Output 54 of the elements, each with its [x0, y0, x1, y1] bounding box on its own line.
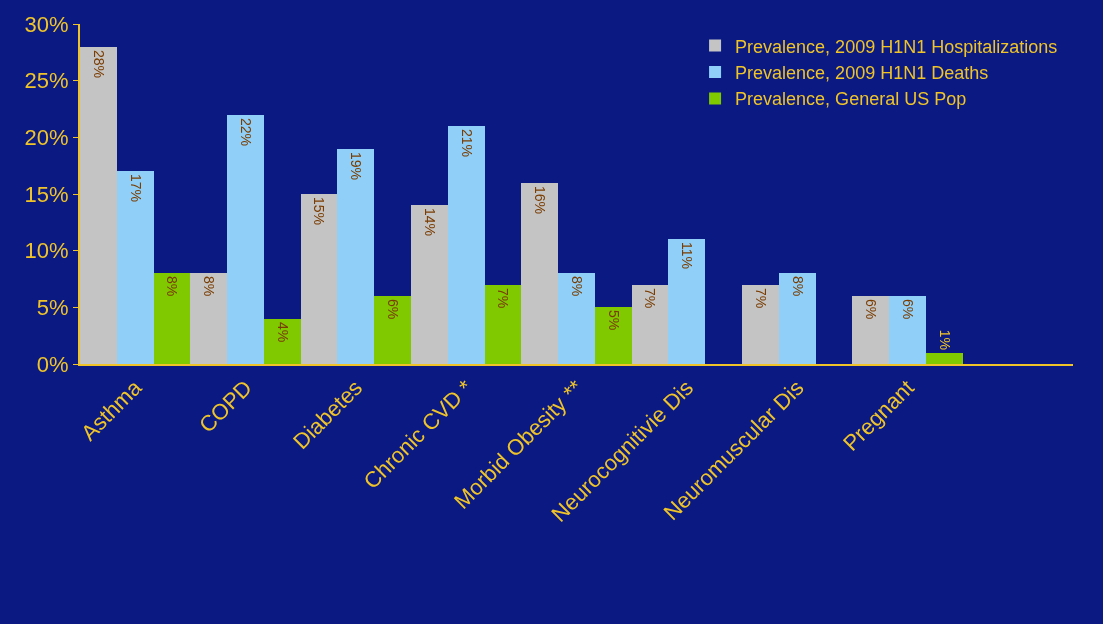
data-label: 7%: [642, 288, 658, 309]
data-label: 8%: [568, 276, 585, 297]
data-label: 7%: [752, 288, 769, 309]
bar: [485, 285, 521, 364]
data-label: 1%: [936, 329, 953, 350]
bar: [926, 353, 963, 364]
data-label: 6%: [862, 299, 879, 320]
data-label: 16%: [531, 186, 548, 215]
legend-label: Prevalence, 2009 H1N1 Hospitalizations: [735, 36, 1058, 57]
bar: [595, 307, 632, 364]
data-label: 19%: [347, 152, 364, 181]
bar: [154, 273, 190, 364]
bar: [374, 296, 411, 364]
bar: [448, 126, 485, 364]
bar: [190, 273, 227, 364]
data-label: 5%: [605, 310, 622, 331]
bar: [411, 205, 448, 364]
y-tick-label: 20%: [24, 125, 69, 151]
bar: [337, 149, 374, 364]
bar: [521, 183, 558, 364]
data-label: 8%: [200, 276, 217, 297]
y-tick-label: 25%: [24, 68, 69, 94]
bar: [668, 239, 705, 364]
bar: [632, 285, 668, 364]
bar: [264, 319, 301, 364]
bar: [852, 296, 889, 364]
legend-label: Prevalence, General US Pop: [735, 89, 967, 110]
data-label: 8%: [789, 276, 806, 297]
legend-label: Prevalence, 2009 H1N1 Deaths: [735, 63, 989, 84]
data-label: 21%: [458, 129, 475, 158]
y-tick-label: 15%: [24, 181, 69, 207]
data-label: 6%: [899, 299, 916, 320]
data-label: 8%: [164, 276, 180, 297]
bar: [227, 115, 264, 364]
y-tick-label: 10%: [24, 238, 69, 264]
data-label: 11%: [678, 242, 695, 269]
y-tick-label: 0%: [36, 351, 69, 377]
data-label: 17%: [127, 174, 144, 203]
y-tick-label: 5%: [36, 295, 69, 321]
data-label: 4%: [274, 322, 291, 343]
bar: [779, 273, 816, 364]
bar: [889, 296, 926, 364]
bar: [117, 171, 154, 364]
data-label: 6%: [384, 299, 401, 320]
bar: [558, 273, 595, 364]
bar: [742, 285, 779, 364]
data-label: 28%: [90, 50, 107, 79]
bar: [80, 47, 117, 364]
data-label: 22%: [237, 118, 254, 147]
data-label: 15%: [311, 197, 327, 226]
data-label: 14%: [421, 208, 438, 237]
y-tick-label: 30%: [24, 11, 69, 37]
data-label: 7%: [495, 288, 511, 309]
bar: [301, 194, 337, 364]
